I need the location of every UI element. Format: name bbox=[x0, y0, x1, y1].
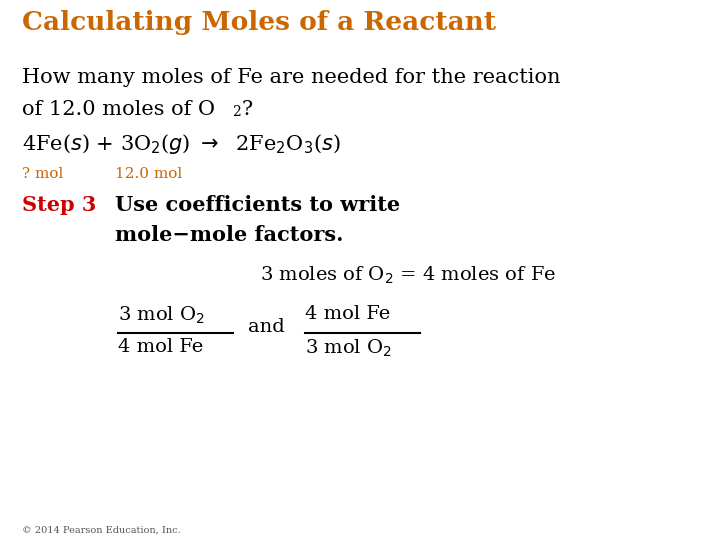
Text: 3 mol O$_2$: 3 mol O$_2$ bbox=[305, 338, 392, 359]
Text: © 2014 Pearson Education, Inc.: © 2014 Pearson Education, Inc. bbox=[22, 526, 181, 535]
Text: Use coefficients to write: Use coefficients to write bbox=[115, 195, 400, 215]
Text: 3 mol O$_2$: 3 mol O$_2$ bbox=[118, 305, 204, 326]
Text: 4 mol Fe: 4 mol Fe bbox=[118, 338, 203, 356]
Text: of 12.0 moles of O: of 12.0 moles of O bbox=[22, 100, 215, 119]
Text: Step 3: Step 3 bbox=[22, 195, 96, 215]
Text: Calculating Moles of a Reactant: Calculating Moles of a Reactant bbox=[22, 10, 496, 35]
Text: and: and bbox=[248, 318, 284, 336]
Text: ?: ? bbox=[242, 100, 253, 119]
Text: How many moles of Fe are needed for the reaction: How many moles of Fe are needed for the … bbox=[22, 68, 560, 87]
Text: 4 mol Fe: 4 mol Fe bbox=[305, 305, 390, 323]
Text: 2: 2 bbox=[232, 105, 240, 119]
Text: 3 moles of O$_2$ = 4 moles of Fe: 3 moles of O$_2$ = 4 moles of Fe bbox=[260, 265, 556, 286]
Text: mole−mole factors.: mole−mole factors. bbox=[115, 225, 343, 245]
Text: ? mol: ? mol bbox=[22, 167, 63, 181]
Text: 4Fe($s$) + 3O$_2$($g$) $\rightarrow$  2Fe$_2$O$_3$($s$): 4Fe($s$) + 3O$_2$($g$) $\rightarrow$ 2Fe… bbox=[22, 132, 341, 156]
Text: 12.0 mol: 12.0 mol bbox=[115, 167, 182, 181]
